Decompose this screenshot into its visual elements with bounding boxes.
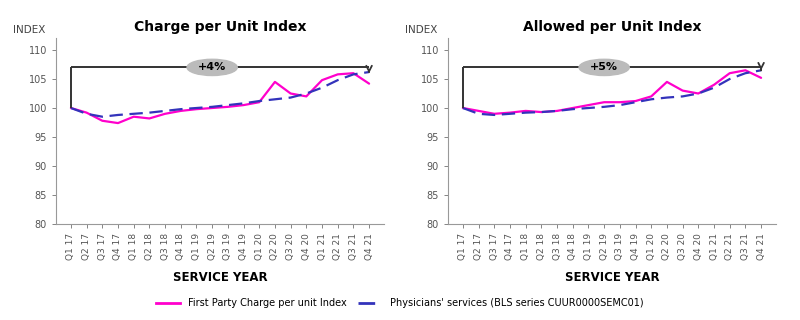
Text: +5%: +5% <box>590 62 618 72</box>
X-axis label: SERVICE YEAR: SERVICE YEAR <box>565 271 659 284</box>
Text: +4%: +4% <box>198 62 226 72</box>
Title: Charge per Unit Index: Charge per Unit Index <box>134 20 306 35</box>
Legend: First Party Charge per unit Index, Physicians' services (BLS series CUUR0000SEMC: First Party Charge per unit Index, Physi… <box>152 294 648 312</box>
Text: INDEX: INDEX <box>406 25 438 35</box>
Title: Allowed per Unit Index: Allowed per Unit Index <box>522 20 702 35</box>
Ellipse shape <box>187 59 238 76</box>
Text: INDEX: INDEX <box>14 25 46 35</box>
Ellipse shape <box>579 59 630 76</box>
X-axis label: SERVICE YEAR: SERVICE YEAR <box>173 271 267 284</box>
